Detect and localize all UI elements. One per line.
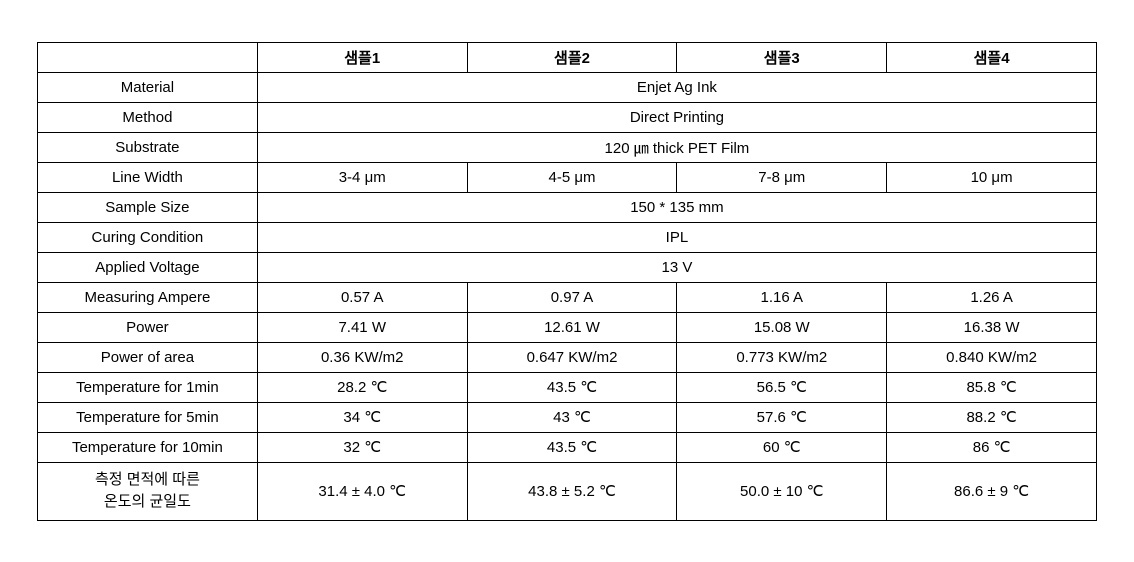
row-cell: 0.57 A — [257, 282, 467, 312]
table-row: Line Width 3-4 μm 4-5 μm 7-8 μm 10 μm — [38, 162, 1097, 192]
table-body: Material Enjet Ag Ink Method Direct Prin… — [38, 72, 1097, 520]
row-cell: 88.2 ℃ — [887, 402, 1097, 432]
row-cell: 0.773 KW/m2 — [677, 342, 887, 372]
table-row: Method Direct Printing — [38, 102, 1097, 132]
table-row: Sample Size 150 * 135 mm — [38, 192, 1097, 222]
sample-data-table: 샘플1 샘플2 샘플3 샘플4 Material Enjet Ag Ink Me… — [37, 42, 1097, 521]
row-label: Power — [38, 312, 258, 342]
table-row: Temperature for 10min 32 ℃ 43.5 ℃ 60 ℃ 8… — [38, 432, 1097, 462]
table-header-row: 샘플1 샘플2 샘플3 샘플4 — [38, 42, 1097, 72]
table-row: Power 7.41 W 12.61 W 15.08 W 16.38 W — [38, 312, 1097, 342]
row-cell: 16.38 W — [887, 312, 1097, 342]
header-empty — [38, 42, 258, 72]
row-cell: 43.5 ℃ — [467, 372, 677, 402]
row-value-spanned: IPL — [257, 222, 1096, 252]
row-cell: 12.61 W — [467, 312, 677, 342]
row-cell: 0.97 A — [467, 282, 677, 312]
row-label: Method — [38, 102, 258, 132]
row-cell: 86 ℃ — [887, 432, 1097, 462]
row-cell: 15.08 W — [677, 312, 887, 342]
row-cell: 56.5 ℃ — [677, 372, 887, 402]
row-cell: 57.6 ℃ — [677, 402, 887, 432]
row-cell: 7-8 μm — [677, 162, 887, 192]
row-cell: 32 ℃ — [257, 432, 467, 462]
table-container: 샘플1 샘플2 샘플3 샘플4 Material Enjet Ag Ink Me… — [37, 42, 1097, 521]
row-cell: 85.8 ℃ — [887, 372, 1097, 402]
row-cell: 86.6 ± 9 ℃ — [887, 462, 1097, 520]
row-cell: 0.36 KW/m2 — [257, 342, 467, 372]
row-label: Power of area — [38, 342, 258, 372]
row-label: Curing Condition — [38, 222, 258, 252]
row-label: Temperature for 1min — [38, 372, 258, 402]
row-label: Temperature for 10min — [38, 432, 258, 462]
table-row: Applied Voltage 13 V — [38, 252, 1097, 282]
table-row: Measuring Ampere 0.57 A 0.97 A 1.16 A 1.… — [38, 282, 1097, 312]
row-label: Line Width — [38, 162, 258, 192]
row-value-spanned: 13 V — [257, 252, 1096, 282]
row-value-spanned: 150 * 135 mm — [257, 192, 1096, 222]
row-label: Measuring Ampere — [38, 282, 258, 312]
row-cell: 10 μm — [887, 162, 1097, 192]
row-cell: 50.0 ± 10 ℃ — [677, 462, 887, 520]
header-sample2: 샘플2 — [467, 42, 677, 72]
table-row: Temperature for 5min 34 ℃ 43 ℃ 57.6 ℃ 88… — [38, 402, 1097, 432]
row-cell: 43.5 ℃ — [467, 432, 677, 462]
row-cell: 1.26 A — [887, 282, 1097, 312]
header-sample1: 샘플1 — [257, 42, 467, 72]
row-value-spanned: 120 ㎛ thick PET Film — [257, 132, 1096, 162]
row-label: Temperature for 5min — [38, 402, 258, 432]
table-row: 측정 면적에 따른온도의 균일도 31.4 ± 4.0 ℃ 43.8 ± 5.2… — [38, 462, 1097, 520]
row-label-multiline: 측정 면적에 따른온도의 균일도 — [38, 462, 258, 520]
row-cell: 60 ℃ — [677, 432, 887, 462]
row-cell: 0.647 KW/m2 — [467, 342, 677, 372]
table-row: Curing Condition IPL — [38, 222, 1097, 252]
row-cell: 31.4 ± 4.0 ℃ — [257, 462, 467, 520]
row-value-spanned: Direct Printing — [257, 102, 1096, 132]
table-row: Material Enjet Ag Ink — [38, 72, 1097, 102]
row-cell: 0.840 KW/m2 — [887, 342, 1097, 372]
row-label: Substrate — [38, 132, 258, 162]
row-label: Applied Voltage — [38, 252, 258, 282]
table-row: Substrate 120 ㎛ thick PET Film — [38, 132, 1097, 162]
row-cell: 7.41 W — [257, 312, 467, 342]
row-cell: 28.2 ℃ — [257, 372, 467, 402]
row-cell: 43.8 ± 5.2 ℃ — [467, 462, 677, 520]
row-label: Material — [38, 72, 258, 102]
table-row: Temperature for 1min 28.2 ℃ 43.5 ℃ 56.5 … — [38, 372, 1097, 402]
row-cell: 43 ℃ — [467, 402, 677, 432]
row-value-spanned: Enjet Ag Ink — [257, 72, 1096, 102]
table-row: Power of area 0.36 KW/m2 0.647 KW/m2 0.7… — [38, 342, 1097, 372]
row-label: Sample Size — [38, 192, 258, 222]
row-cell: 4-5 μm — [467, 162, 677, 192]
header-sample3: 샘플3 — [677, 42, 887, 72]
row-cell: 34 ℃ — [257, 402, 467, 432]
row-cell: 1.16 A — [677, 282, 887, 312]
row-cell: 3-4 μm — [257, 162, 467, 192]
header-sample4: 샘플4 — [887, 42, 1097, 72]
